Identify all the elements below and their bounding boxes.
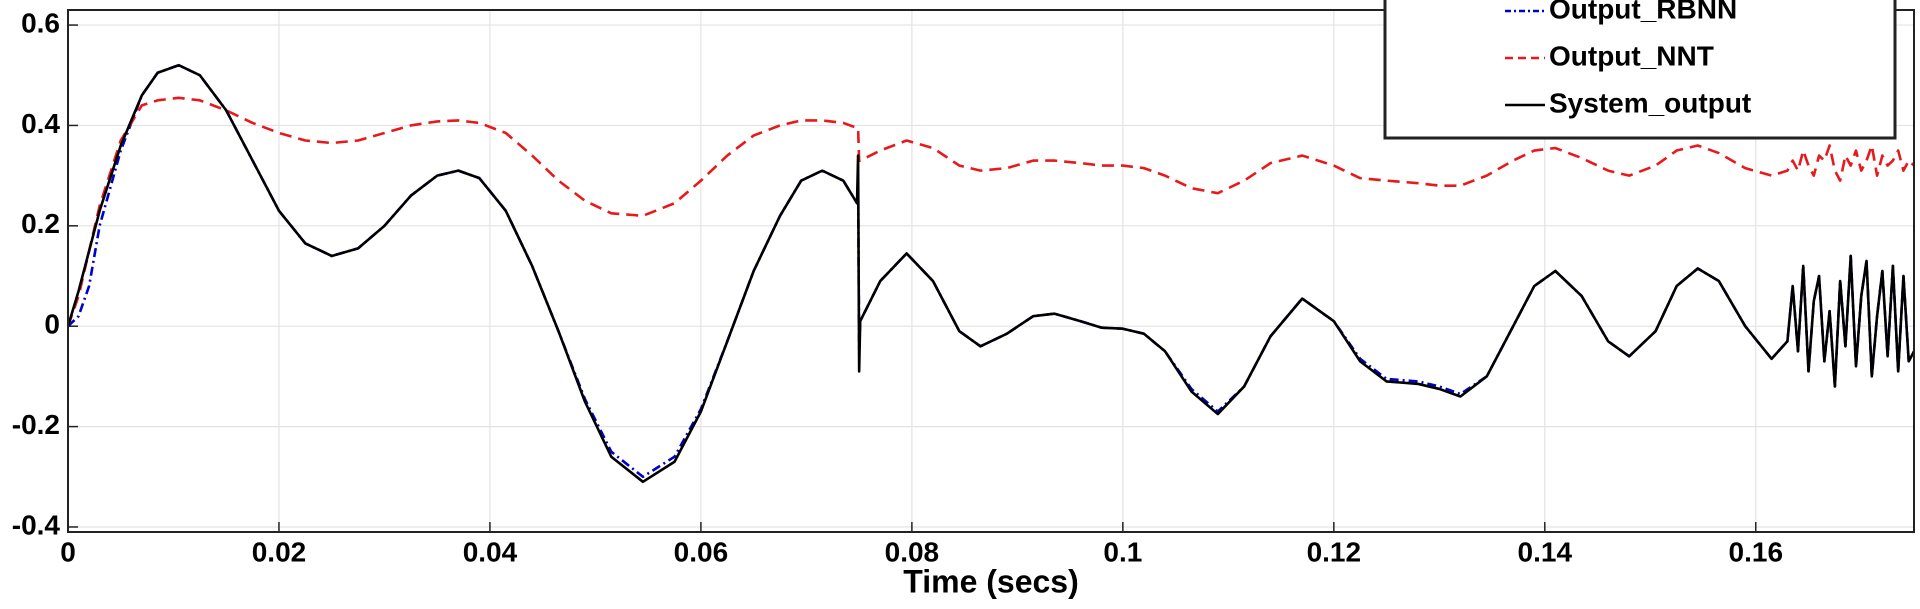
x-tick-label: 0.04 <box>463 536 518 567</box>
legend-label: Output_RBNN <box>1549 0 1737 24</box>
x-tick-label: 0 <box>60 536 76 567</box>
legend-label: System_output <box>1549 87 1751 118</box>
y-tick-label: -0.2 <box>12 409 60 440</box>
series-line <box>68 63 1914 484</box>
x-tick-label: 0.1 <box>1103 536 1142 567</box>
x-tick-label: 0.12 <box>1307 536 1362 567</box>
y-tick-label: 0.4 <box>21 108 60 139</box>
legend-label: Output_NNT <box>1549 40 1714 71</box>
legend-box <box>1383 0 1897 140</box>
y-tick-label: -0.4 <box>12 509 61 540</box>
series-line <box>68 96 1914 327</box>
x-axis-label: Time (secs) <box>903 563 1079 599</box>
x-tick-label: 0.06 <box>674 536 729 567</box>
x-tick-label: 0.08 <box>885 536 940 567</box>
x-tick-label: 0.14 <box>1518 536 1573 567</box>
axes-box <box>67 9 1915 533</box>
y-tick-label: 0 <box>44 309 60 340</box>
x-tick-label: 0.02 <box>252 536 307 567</box>
x-tick-label: 0.16 <box>1729 536 1784 567</box>
y-tick-label: 0.2 <box>21 208 60 239</box>
y-tick-label: 0.6 <box>21 7 60 38</box>
